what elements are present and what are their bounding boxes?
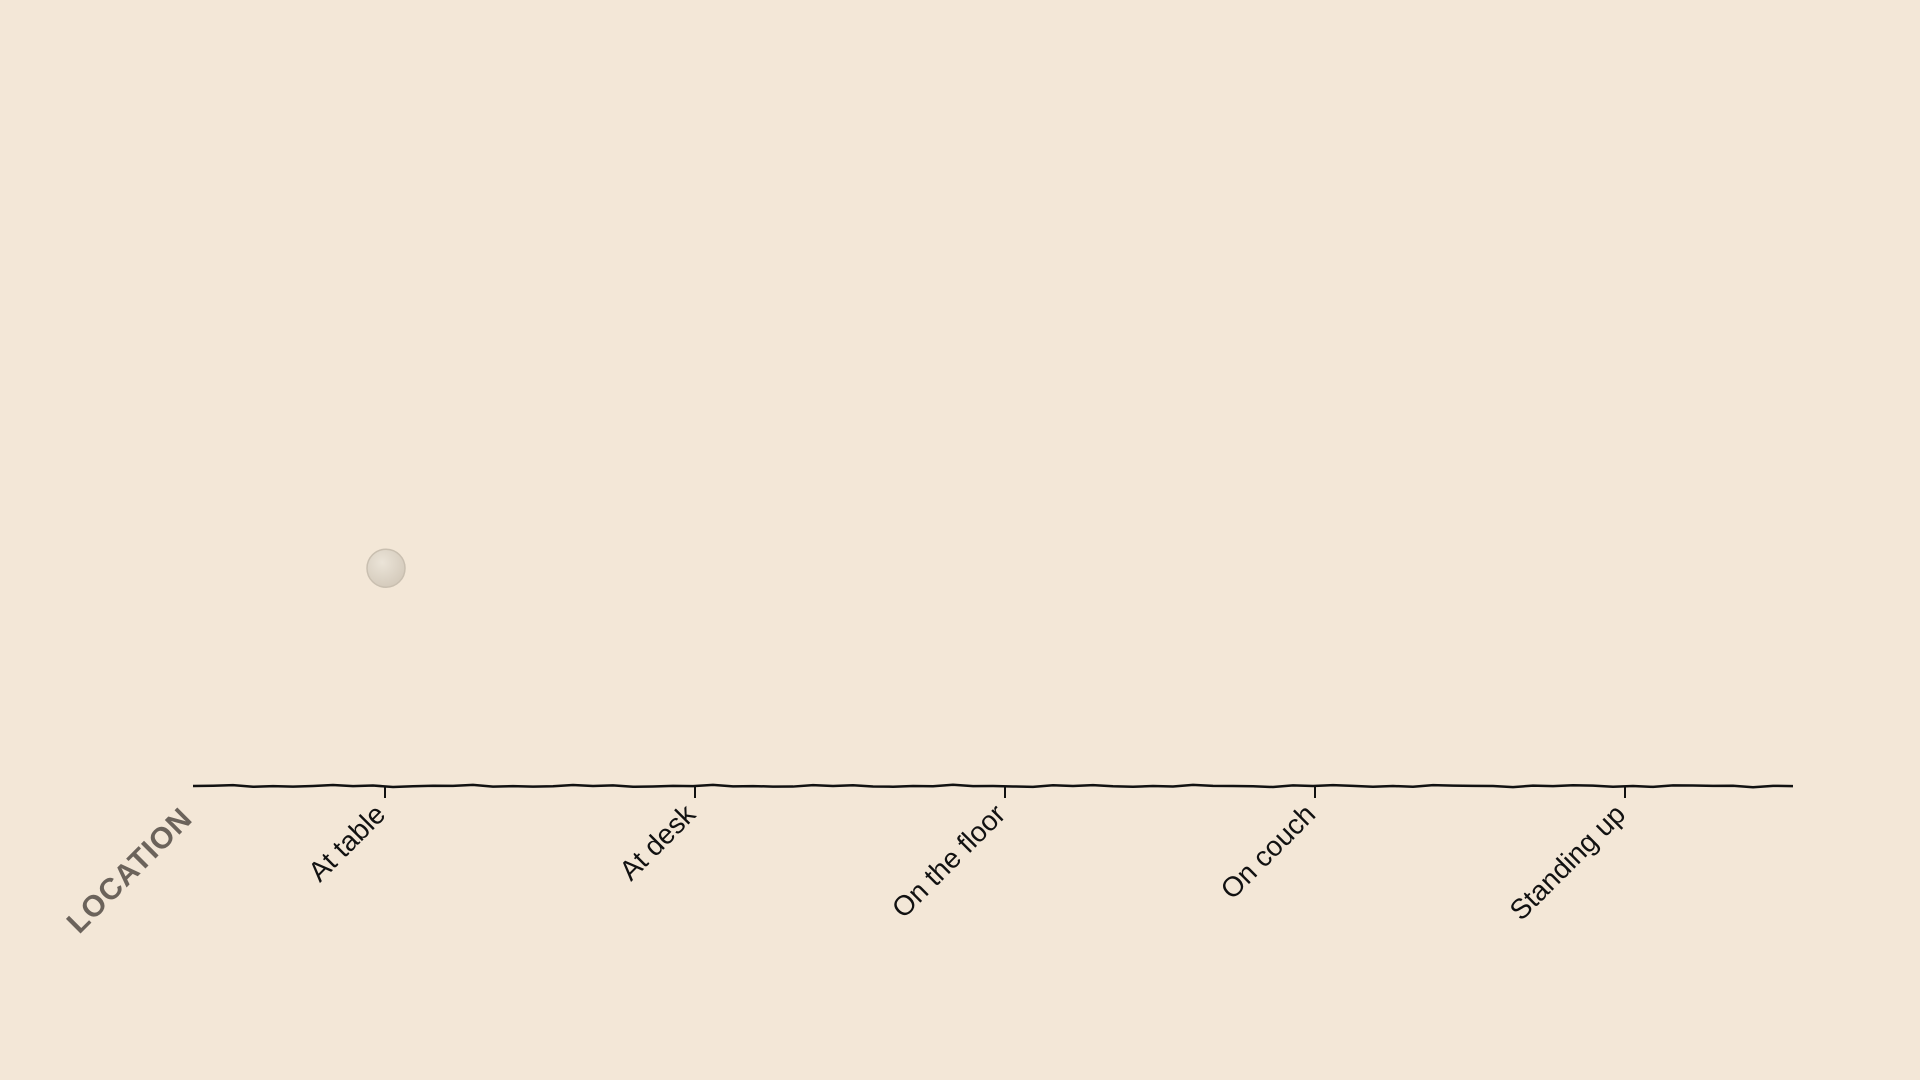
x-tick-label: Standing up	[1504, 798, 1632, 926]
x-tick-label: On couch	[1215, 798, 1322, 905]
data-point[interactable]	[366, 548, 406, 588]
x-tick-label: On the floor	[886, 798, 1011, 923]
x-axis-ticks	[384, 786, 1626, 798]
x-tick-label: At table	[302, 798, 391, 887]
data-points	[366, 548, 406, 588]
x-axis-line	[192, 783, 1794, 789]
x-axis-title: LOCATION	[61, 802, 199, 940]
x-tick-label: At desk	[613, 798, 702, 887]
x-axis	[192, 783, 1794, 789]
x-axis-tick-labels: At table At desk On the floor On couch Stand…	[302, 798, 1631, 926]
